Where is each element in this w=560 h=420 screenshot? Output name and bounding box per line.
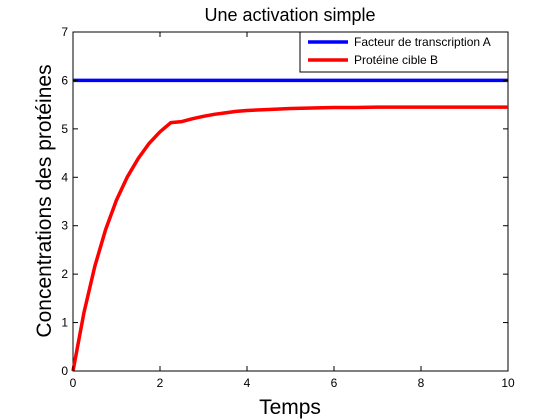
y-tick-label: 2 (61, 267, 68, 281)
x-axis-label: Temps (259, 396, 321, 419)
x-tick-label: 10 (501, 376, 515, 390)
series-line-b (71, 105, 508, 372)
x-tick-label: 4 (244, 376, 251, 390)
legend-label-b: Protéine cible B (354, 53, 438, 67)
legend-box (299, 31, 509, 73)
x-tick-label: 6 (331, 376, 338, 390)
x-tick-label: 2 (157, 376, 164, 390)
plot-frame (72, 31, 509, 372)
y-axis-ticks: 0 1 2 3 4 5 6 7 (61, 25, 508, 378)
series-layer (71, 78, 508, 372)
y-tick-label: 4 (61, 170, 68, 184)
chart-title: Une activation simple (204, 5, 375, 25)
y-axis-label: Concentrations des protéines (33, 64, 56, 337)
y-tick-label: 1 (61, 316, 68, 330)
legend: Facteur de transcription A Protéine cibl… (299, 31, 509, 73)
plot-area: 0 2 4 6 8 10 0 1 2 3 4 5 6 7 (61, 25, 515, 390)
y-tick-label: 0 (61, 364, 68, 378)
y-tick-label: 7 (61, 25, 68, 39)
y-tick-label: 5 (61, 122, 68, 136)
legend-label-a: Facteur de transcription A (354, 35, 491, 49)
y-tick-label: 3 (61, 219, 68, 233)
y-tick-label: 6 (61, 73, 68, 87)
x-tick-label: 8 (418, 376, 425, 390)
x-tick-label: 0 (70, 376, 77, 390)
